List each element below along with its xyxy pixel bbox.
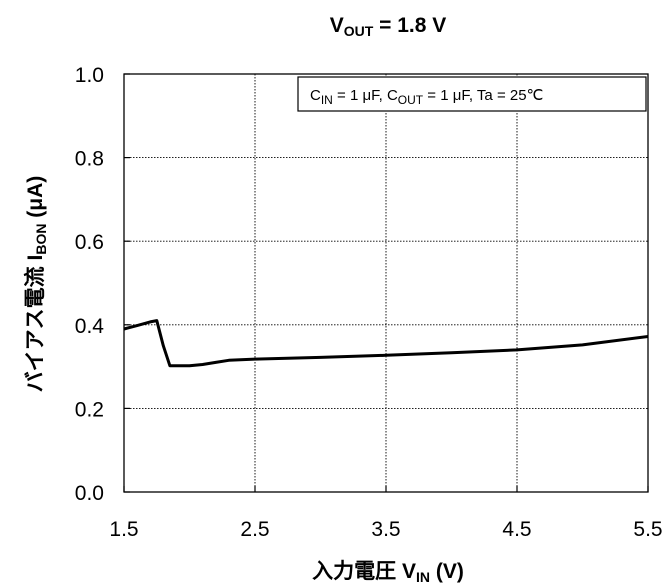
x-tick-label: 5.5 bbox=[633, 518, 662, 541]
conditions-text: CIN = 1 μF, COUT = 1 μF, Ta = 25℃ bbox=[310, 87, 543, 107]
y-tick-label: 0.0 bbox=[75, 482, 104, 505]
y-tick-label: 0.4 bbox=[75, 315, 105, 338]
x-tick-label: 4.5 bbox=[502, 518, 531, 541]
plot-frame bbox=[123, 73, 649, 493]
y-axis-label: バイアス電流 IBON (μA) bbox=[23, 176, 49, 393]
x-tick-label: 1.5 bbox=[109, 518, 138, 541]
tick-labels: 1.5 2.5 3.5 4.5 5.5 0.0 0.2 0.4 0.6 0.8 1.0 bbox=[75, 64, 663, 541]
grid-lines bbox=[124, 74, 648, 492]
y-tick-label: 1.0 bbox=[75, 64, 104, 87]
y-tick-label: 0.6 bbox=[75, 231, 104, 254]
x-tick-label: 3.5 bbox=[371, 518, 400, 541]
chart-title: VOUT = 1.8 V bbox=[330, 14, 447, 39]
series-line bbox=[123, 319, 649, 368]
y-tick-label: 0.8 bbox=[75, 148, 104, 171]
conditions-box bbox=[297, 76, 647, 112]
y-tick-label: 0.2 bbox=[75, 398, 104, 421]
x-tick-label: 2.5 bbox=[240, 518, 269, 541]
x-axis-label: 入力電圧 VIN (V) bbox=[312, 560, 464, 585]
series-layer bbox=[123, 319, 649, 368]
conditions-legend: CIN = 1 μF, COUT = 1 μF, Ta = 25℃ bbox=[297, 76, 647, 112]
